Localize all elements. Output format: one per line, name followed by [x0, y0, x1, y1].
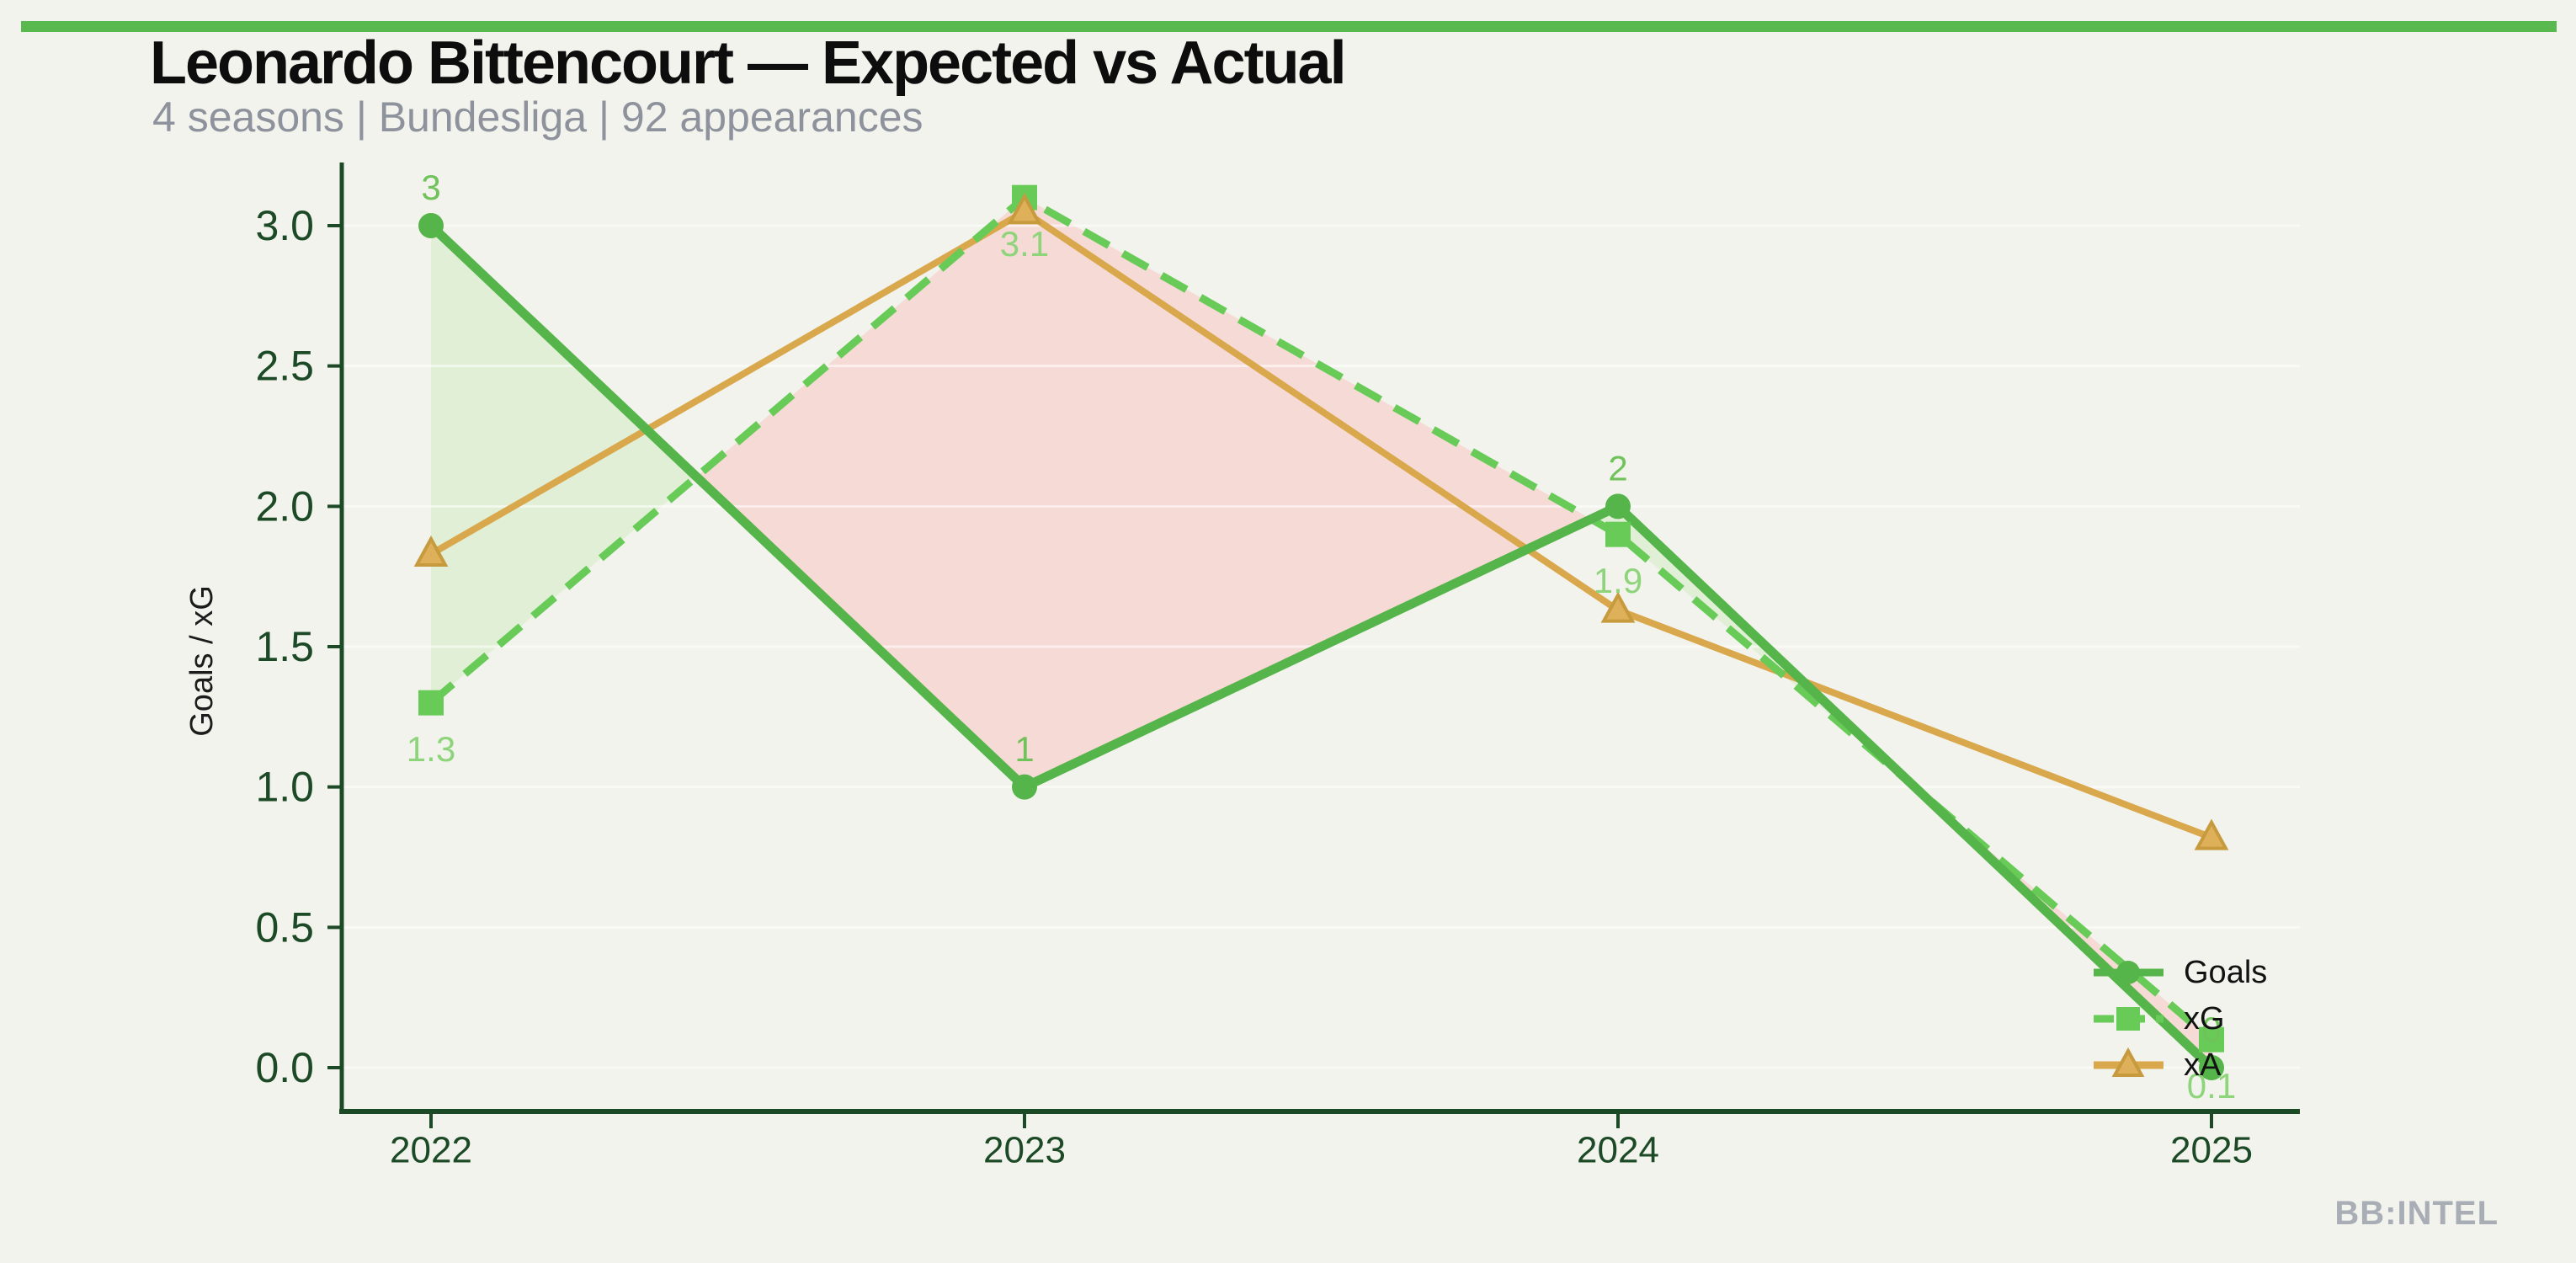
xg-point-label: 0.1 [2187, 1066, 2236, 1106]
xg-point-marker [2199, 1026, 2224, 1052]
goals-point-label: 2 [1608, 448, 1627, 488]
x-tick-label: 2025 [2170, 1130, 2253, 1171]
watermark-logo: BB:INTEL [2334, 1195, 2499, 1232]
fill-overperformance [431, 226, 697, 703]
y-tick-label: 3.0 [255, 202, 314, 249]
x-tick-label: 2022 [390, 1130, 472, 1171]
series-line-goals [428, 222, 2215, 1071]
legend: Goals xG xA [2094, 955, 2267, 1083]
goals-point-label: 1 [1014, 729, 1034, 769]
x-tick-label: 2024 [1577, 1130, 1659, 1171]
xg-point-marker [1605, 521, 1631, 547]
xa-point-marker [1600, 591, 1636, 623]
legend-triangle-icon [2111, 1047, 2145, 1077]
goals-point-label: 3 [421, 168, 440, 207]
legend-item-xg: xG [2094, 1001, 2225, 1037]
point-labels: 3 1 2 0 1.3 3.1 1.9 0.1 [407, 168, 2236, 1106]
series-markers [413, 184, 2229, 1080]
legend-circle-icon [2116, 961, 2140, 984]
page-subtitle: 4 seasons | Bundesliga | 92 appearances [152, 93, 923, 141]
xg-point-label: 1.3 [407, 729, 455, 769]
goals-point-label: 0 [2201, 1010, 2221, 1049]
legend-label: Goals [2184, 955, 2267, 990]
plot-area: 3 1 2 0 1.3 3.1 1.9 0.1 0.0 0.5 1.0 1.5 2.0 2.5 3.0 202… [255, 163, 2300, 1171]
accent-bar [21, 21, 2557, 32]
goals-point-marker [1605, 493, 1631, 520]
xa-point-marker [413, 535, 449, 567]
goals-point-marker [418, 213, 444, 238]
x-tick-label: 2023 [983, 1130, 1066, 1171]
legend-item-xa: xA [2094, 1047, 2222, 1083]
legend-label: xG [2184, 1001, 2225, 1037]
legend-item-goals: Goals [2094, 955, 2267, 990]
xg-point-label: 1.9 [1594, 561, 1642, 600]
y-tick-label: 2.5 [255, 343, 314, 390]
xg-point-label: 3.1 [1000, 224, 1049, 264]
y-tick-label: 1.5 [255, 623, 314, 670]
series-line-xa [429, 208, 2213, 841]
fill-underperformance [696, 197, 1591, 787]
y-tick-label: 2.0 [255, 482, 314, 530]
y-tick-label: 1.0 [255, 764, 314, 811]
xa-point-marker [1007, 193, 1042, 225]
xg-point-marker [418, 690, 444, 716]
goals-point-marker [1012, 774, 1037, 800]
legend-label: xA [2184, 1047, 2222, 1083]
y-tick-label: 0.5 [255, 903, 314, 951]
goals-point-marker [2199, 1055, 2224, 1080]
xa-point-marker [2194, 818, 2229, 850]
legend-square-icon [2116, 1007, 2140, 1031]
y-tick-label: 0.0 [255, 1044, 314, 1091]
performance-fills [431, 197, 2211, 1068]
page-title: Leonardo Bittencourt — Expected vs Actua… [150, 29, 1347, 97]
axes: 0.0 0.5 1.0 1.5 2.0 2.5 3.0 2022 2023 2024 2025 [255, 163, 2300, 1171]
y-axis-label: Goals / xG [184, 585, 220, 737]
